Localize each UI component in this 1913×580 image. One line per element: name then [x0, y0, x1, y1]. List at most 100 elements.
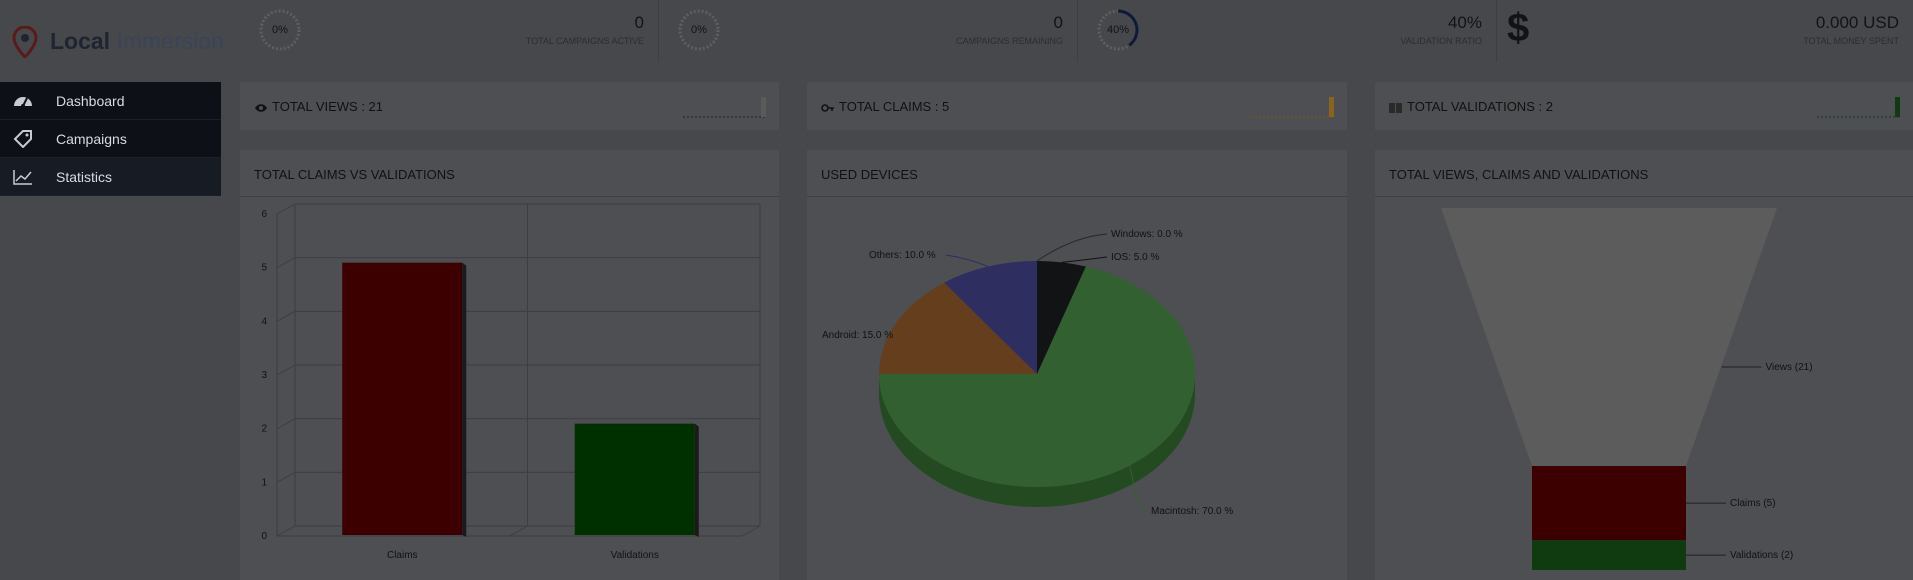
gridline [276, 471, 296, 483]
stats-bar: 0% 0 TOTAL CAMPAIGNS ACTIVE 0% 0 CAMPAIG… [240, 0, 1913, 62]
claims-vs-validations-panel: TOTAL CLAIMS VS VALIDATIONS 0 1 2 3 4 5 6 Claim… [240, 150, 779, 580]
pie-label: Android: 15.0 % [822, 330, 893, 341]
sidebar-item-statistics[interactable]: Statistics [0, 158, 221, 196]
sidebar-item-label: Statistics [56, 168, 113, 185]
y-tick-label: 0 [261, 531, 267, 542]
stat-value: 0 [634, 13, 644, 32]
gridline [276, 364, 296, 376]
stat-value: 0.000 USD [1815, 13, 1899, 32]
x-tick-label: Claims [387, 550, 418, 561]
pie-connector [945, 254, 989, 267]
pie-slice[interactable] [879, 266, 1195, 488]
sidebar-item-label: Campaigns [56, 130, 127, 147]
pie-slice[interactable] [1037, 261, 1086, 374]
gauge-value: 0% [691, 24, 707, 36]
total-claims-tile: TOTAL CLAIMS : 5 [807, 82, 1347, 130]
line-chart-icon [13, 169, 32, 185]
funnel-label: Views (21) [1766, 362, 1813, 373]
eye-icon [255, 104, 267, 112]
gauge-ring [678, 9, 720, 51]
panel-header: USED DEVICES [807, 150, 1347, 197]
barcode-icon [1389, 103, 1402, 113]
bar-side [694, 423, 699, 537]
pie-slice[interactable] [879, 282, 1037, 374]
panel-header: TOTAL CLAIMS VS VALIDATIONS [240, 150, 779, 197]
funnel-label: Validations (2) [1730, 550, 1793, 561]
funnel-chart: Views (21) Claims (5) Validations (2) [1441, 208, 1813, 570]
pie-connector [1129, 465, 1148, 512]
sidebar-nav: Dashboard Campaigns Statistics [0, 82, 221, 196]
stat-label: TOTAL CAMPAIGNS ACTIVE [525, 36, 644, 46]
stat-label: TOTAL MONEY SPENT [1803, 36, 1899, 46]
gridline [276, 203, 296, 215]
stat-campaigns-active: 0% 0 TOTAL CAMPAIGNS ACTIVE [240, 0, 659, 62]
sidebar-item-label: Dashboard [56, 92, 125, 109]
key-icon [821, 104, 834, 112]
y-tick-label: 3 [261, 370, 267, 381]
funnel-segment-views[interactable] [1441, 208, 1777, 466]
bar-claims[interactable] [342, 262, 463, 535]
total-validations-tile: TOTAL VALIDATIONS : 2 [1375, 82, 1913, 130]
gridline [276, 525, 296, 537]
panel-header: TOTAL VIEWS, CLAIMS AND VALIDATIONS [1375, 150, 1913, 197]
funnel-panel: TOTAL VIEWS, CLAIMS AND VALIDATIONS View… [1375, 150, 1913, 580]
stat-label: VALIDATION RATIO [1400, 36, 1482, 46]
panel-title: TOTAL CLAIMS VS VALIDATIONS [254, 167, 455, 182]
gridline [509, 525, 528, 537]
tile-title: TOTAL VIEWS : 21 [254, 99, 383, 114]
brand-name: Local Immersion [50, 28, 224, 54]
funnel-label: Claims (5) [1730, 498, 1776, 509]
pie-depth [879, 374, 1195, 507]
gridline [276, 257, 296, 269]
pie-connector [895, 322, 905, 336]
panel-title: USED DEVICES [821, 167, 918, 182]
gauge-ring [259, 9, 301, 51]
pie-connector [1036, 233, 1108, 262]
panel-title: TOTAL VIEWS, CLAIMS AND VALIDATIONS [1389, 167, 1649, 182]
location-pin-icon [12, 26, 38, 58]
used-devices-panel: USED DEVICES Macintosh: 70.0 % Android: 1… [807, 150, 1347, 580]
tile-title: TOTAL VALIDATIONS : 2 [1389, 99, 1553, 114]
y-tick-label: 4 [261, 316, 267, 327]
tile-title: TOTAL CLAIMS : 5 [821, 99, 949, 114]
views-sparkline [683, 97, 767, 118]
pie-label: IOS: 5.0 % [1111, 252, 1159, 263]
claims-sparkline [1251, 97, 1335, 118]
stat-campaigns-remaining: 0% 0 CAMPAIGNS REMAINING [659, 0, 1078, 62]
tag-icon [13, 129, 32, 148]
funnel-segment-validations[interactable] [1532, 540, 1686, 570]
pie-label: Macintosh: 70.0 % [1151, 506, 1233, 517]
gauge-ring [1097, 9, 1139, 51]
total-views-tile: TOTAL VIEWS : 21 [240, 82, 779, 130]
pie-label: Others: 10.0 % [869, 250, 936, 261]
pie-chart: Macintosh: 70.0 % Android: 15.0 % Others: … [822, 229, 1233, 517]
x-tick-label: Validations [611, 550, 659, 561]
pie-slice[interactable] [944, 261, 1037, 374]
stat-validation-ratio: 40% 40% VALIDATION RATIO [1078, 0, 1497, 62]
dashboard-icon [14, 96, 32, 108]
y-tick-label: 6 [261, 209, 267, 220]
stat-value: 0 [1053, 13, 1063, 32]
brand-logo[interactable]: Local Immersion [0, 0, 224, 82]
y-tick-label: 2 [261, 424, 267, 435]
gauge-progress-arc [1117, 9, 1139, 47]
validations-sparkline [1817, 97, 1901, 118]
stat-value: 40% [1447, 13, 1482, 32]
gridline [276, 418, 296, 430]
bar-side [462, 262, 467, 537]
y-tick-label: 5 [261, 263, 267, 274]
gauge-value: 40% [1106, 24, 1130, 36]
bar-validations[interactable] [574, 423, 695, 535]
axis-line [741, 525, 761, 537]
stat-money-spent: $ 0.000 USD TOTAL MONEY SPENT [1497, 0, 1913, 62]
gridline [276, 310, 296, 322]
sidebar-item-dashboard[interactable]: Dashboard [0, 82, 221, 120]
y-tick-label: 1 [261, 477, 267, 488]
pie-label: Windows: 0.0 % [1111, 229, 1183, 240]
dollar-icon: $ [1507, 6, 1530, 50]
bar-chart: 0 1 2 3 4 5 6 Claims Validations [261, 203, 761, 561]
funnel-segment-claims[interactable] [1532, 466, 1686, 541]
pie-connector [1061, 256, 1108, 263]
gauge-value: 0% [272, 24, 288, 36]
sidebar-item-campaigns[interactable]: Campaigns [0, 120, 221, 158]
